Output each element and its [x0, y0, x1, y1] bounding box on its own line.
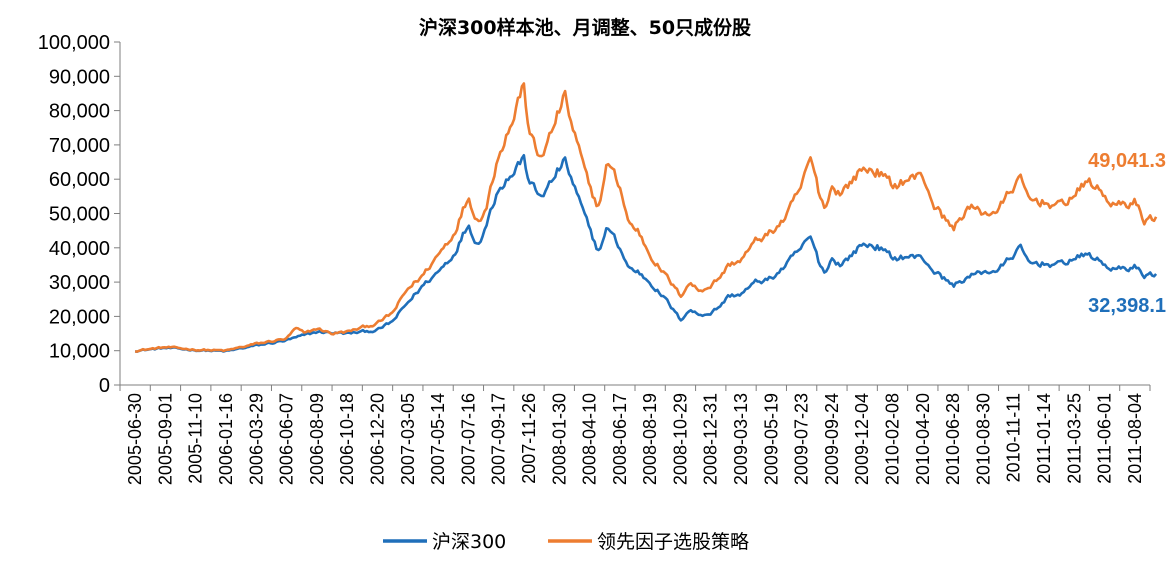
legend-label: 沪深300	[432, 531, 506, 553]
series-end-labels: 32,398.1 49,041.3	[1088, 150, 1166, 317]
x-tick-label: 2009-05-19	[761, 393, 781, 485]
x-tick-label: 2009-07-23	[792, 393, 812, 485]
x-tick-label: 2010-11-11	[1004, 393, 1024, 482]
y-tick-label: 20,000	[49, 306, 110, 328]
x-tick-label: 2007-11-26	[519, 393, 539, 484]
y-tick-label: 40,000	[49, 238, 110, 260]
x-tick-label: 2010-06-28	[943, 393, 963, 485]
x-tick-label: 2006-10-18	[337, 393, 357, 485]
series-line-2	[134, 82, 1158, 353]
series-line-1	[134, 154, 1158, 353]
legend-label: 领先因子选股策略	[597, 531, 749, 553]
x-tick-label: 2006-01-16	[216, 393, 236, 485]
x-tick-label: 2007-05-14	[428, 393, 448, 485]
legend: 沪深300 领先因子选股策略	[383, 531, 749, 553]
series-lines	[134, 82, 1158, 353]
x-tick-label: 2010-02-08	[883, 393, 903, 485]
x-tick-label: 2010-04-20	[913, 393, 933, 485]
x-tick-label: 2007-07-16	[458, 393, 478, 485]
x-tick-label: 2008-08-19	[640, 393, 660, 485]
y-tick-label: 0	[99, 375, 110, 397]
x-tick-label: 2008-04-10	[580, 393, 600, 485]
x-tick-label: 2005-09-01	[155, 393, 175, 485]
x-tick-label: 2008-06-17	[610, 393, 630, 485]
x-tick-label: 2006-12-20	[368, 393, 388, 485]
x-tick-label: 2009-03-13	[731, 393, 751, 485]
x-tick-label: 2008-01-30	[549, 393, 569, 485]
y-tick-label: 60,000	[49, 169, 110, 191]
x-tick-label: 2006-03-29	[246, 393, 266, 485]
series-end-label: 32,398.1	[1088, 295, 1166, 317]
y-tick-label: 90,000	[49, 66, 110, 88]
y-tick-label: 10,000	[49, 341, 110, 363]
x-tick-label: 2011-01-14	[1034, 393, 1054, 484]
x-tick-label: 2007-09-17	[489, 393, 509, 485]
chart-title: 沪深300样本池、月调整、50只成份股	[419, 16, 751, 39]
x-tick-label: 2009-09-24	[822, 393, 842, 485]
y-tick-label: 50,000	[49, 204, 110, 226]
x-tick-label: 2005-06-30	[125, 393, 145, 485]
x-tick-label: 2011-03-25	[1064, 393, 1084, 484]
x-tick-label: 2009-12-04	[852, 393, 872, 485]
x-tick-label: 2011-06-01	[1095, 393, 1115, 484]
y-tick-label: 30,000	[49, 272, 110, 294]
y-axis-tick-labels: 100,000 90,000 80,000 70,000 60,000 50,000 40,…	[38, 32, 120, 397]
x-tick-label: 2007-03-05	[398, 393, 418, 485]
x-tick-label: 2006-06-07	[277, 393, 297, 485]
x-tick-label: 2008-12-31	[701, 393, 721, 485]
y-tick-label: 100,000	[38, 32, 110, 54]
series-end-label: 49,041.3	[1088, 150, 1166, 172]
x-tick-label: 2010-08-30	[973, 393, 993, 485]
y-tick-label: 70,000	[49, 135, 110, 157]
x-tick-label: 2005-11-10	[186, 393, 206, 484]
x-axis-tick-labels: 2005-06-30 2005-09-01 2005-11-10 2006-01-16…	[119, 385, 1151, 485]
x-tick-label: 2008-10-29	[670, 393, 690, 485]
y-tick-label: 80,000	[49, 101, 110, 123]
x-tick-label: 2011-08-04	[1125, 393, 1145, 484]
x-tick-label: 2006-08-09	[307, 393, 327, 485]
